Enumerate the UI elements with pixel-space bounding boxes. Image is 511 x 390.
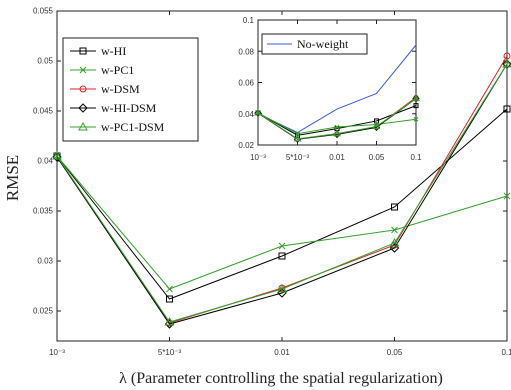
x-tick-label: 0.01 [274,348,290,357]
data-point-w-hi-dsm [412,94,420,103]
y-tick-label: 0.05 [37,57,53,66]
inset-tick-labels: 10⁻³ 5*10⁻³ 0.01 0.05 0.1 0.02 0.04 0.06 0.08 0.1 [238,16,422,162]
y-tick-label: 0.06 [238,79,254,88]
data-point-w-pc1-dsm [277,283,287,293]
data-point-w-hi [391,203,398,211]
series-line-w-hi-dsm [56,63,508,325]
data-point-w-hi-dsm [502,59,511,69]
series-line-w-hi [56,108,508,300]
x-tick-label: 5*10⁻³ [158,348,182,357]
legend-marker-w-hi [79,47,87,55]
data-point-w-pc1 [278,242,286,250]
data-point-w-pc1-dsm [293,134,302,142]
data-point-w-pc1 [391,226,398,234]
y-tick-label: 0.04 [37,157,53,166]
main-tick-labels: 10⁻³ 5*10⁻³ 0.01 0.05 0.1 0.025 0.03 0.035 0.04 0… [33,7,511,357]
series-line-w-hi [257,105,417,136]
main-legend: w-HI w-PC1 w-DSM w-HI-DSM w-PC1-DSM [62,37,199,142]
y-tick-label: 0.035 [33,207,54,216]
data-point-w-pc1 [166,285,173,293]
data-point-w-hi [278,252,286,260]
legend-marker-w-pc1-dsm [78,121,88,131]
series-line-w-pc1-dsm [257,98,417,140]
x-tick-label: 10⁻³ [250,153,266,162]
inset-legend-box [261,33,368,55]
y-tick-label: 0.025 [33,307,54,316]
y-tick-label: 0.045 [33,107,54,116]
data-point-w-pc1-dsm [372,122,381,130]
legend-label-w-hi-dsm: w-HI-DSM [101,101,157,115]
data-point-w-pc1-dsm [502,58,511,68]
x-tick-label: 5*10⁻³ [286,153,310,162]
y-tick-label: 0.04 [238,110,254,119]
x-tick-label: 0.01 [329,153,345,162]
y-tick-label: 0.02 [238,141,254,150]
legend-label-w-dsm: w-DSM [101,82,140,96]
series-line-w-pc1-dsm [56,63,508,323]
x-tick-label: 0.1 [501,348,511,357]
series-line-no-weight [257,44,417,134]
data-point-w-pc1 [334,124,340,130]
x-axis-title: λ (Parameter controlling the spatial reg… [119,370,443,387]
x-tick-label: 0.05 [387,348,403,357]
legend-label-w-hi: w-HI [101,44,126,58]
data-point-w-pc1 [503,192,511,200]
inset-plot: 10⁻³ 5*10⁻³ 0.01 0.05 0.1 0.02 0.04 0.06 0.08 0.1… [238,16,422,162]
legend-marker-w-hi-dsm [78,103,88,113]
y-tick-label: 0.03 [37,257,53,266]
inset-legend-label-no-weight: No-weight [297,37,349,51]
data-point-w-pc1-dsm [333,129,341,137]
y-axis-title: RMSE [3,155,22,201]
legend-label-w-pc1: w-PC1 [101,63,134,77]
data-point-w-pc1-dsm [412,94,420,102]
y-tick-label: 0.08 [238,47,254,56]
data-point-w-hi-dsm [389,243,400,253]
data-point-w-hi-dsm [254,109,262,117]
data-point-w-pc1 [413,116,419,122]
x-tick-label: 10⁻³ [49,348,65,357]
main-series-group [52,52,511,329]
data-point-w-pc1-dsm [164,316,175,326]
data-point-w-hi [166,295,173,303]
data-point-w-pc1-dsm [389,237,400,247]
legend-label-w-pc1-dsm: w-PC1-DSM [101,120,165,134]
data-point-w-pc1-dsm [254,108,262,116]
data-point-w-pc1-dsm [52,150,62,160]
data-point-w-hi [413,103,419,109]
y-tick-label: 0.1 [243,16,255,25]
y-tick-label: 0.055 [33,7,54,16]
inset-series-group [254,44,420,143]
inset-legend: No-weight [261,33,368,55]
legend-marker-w-pc1 [79,66,87,74]
x-tick-label: 0.1 [410,153,422,162]
data-point-w-pc1 [295,131,300,137]
legend-marker-w-dsm [79,85,87,93]
data-point-w-hi [503,105,511,113]
x-tick-label: 0.05 [369,153,385,162]
